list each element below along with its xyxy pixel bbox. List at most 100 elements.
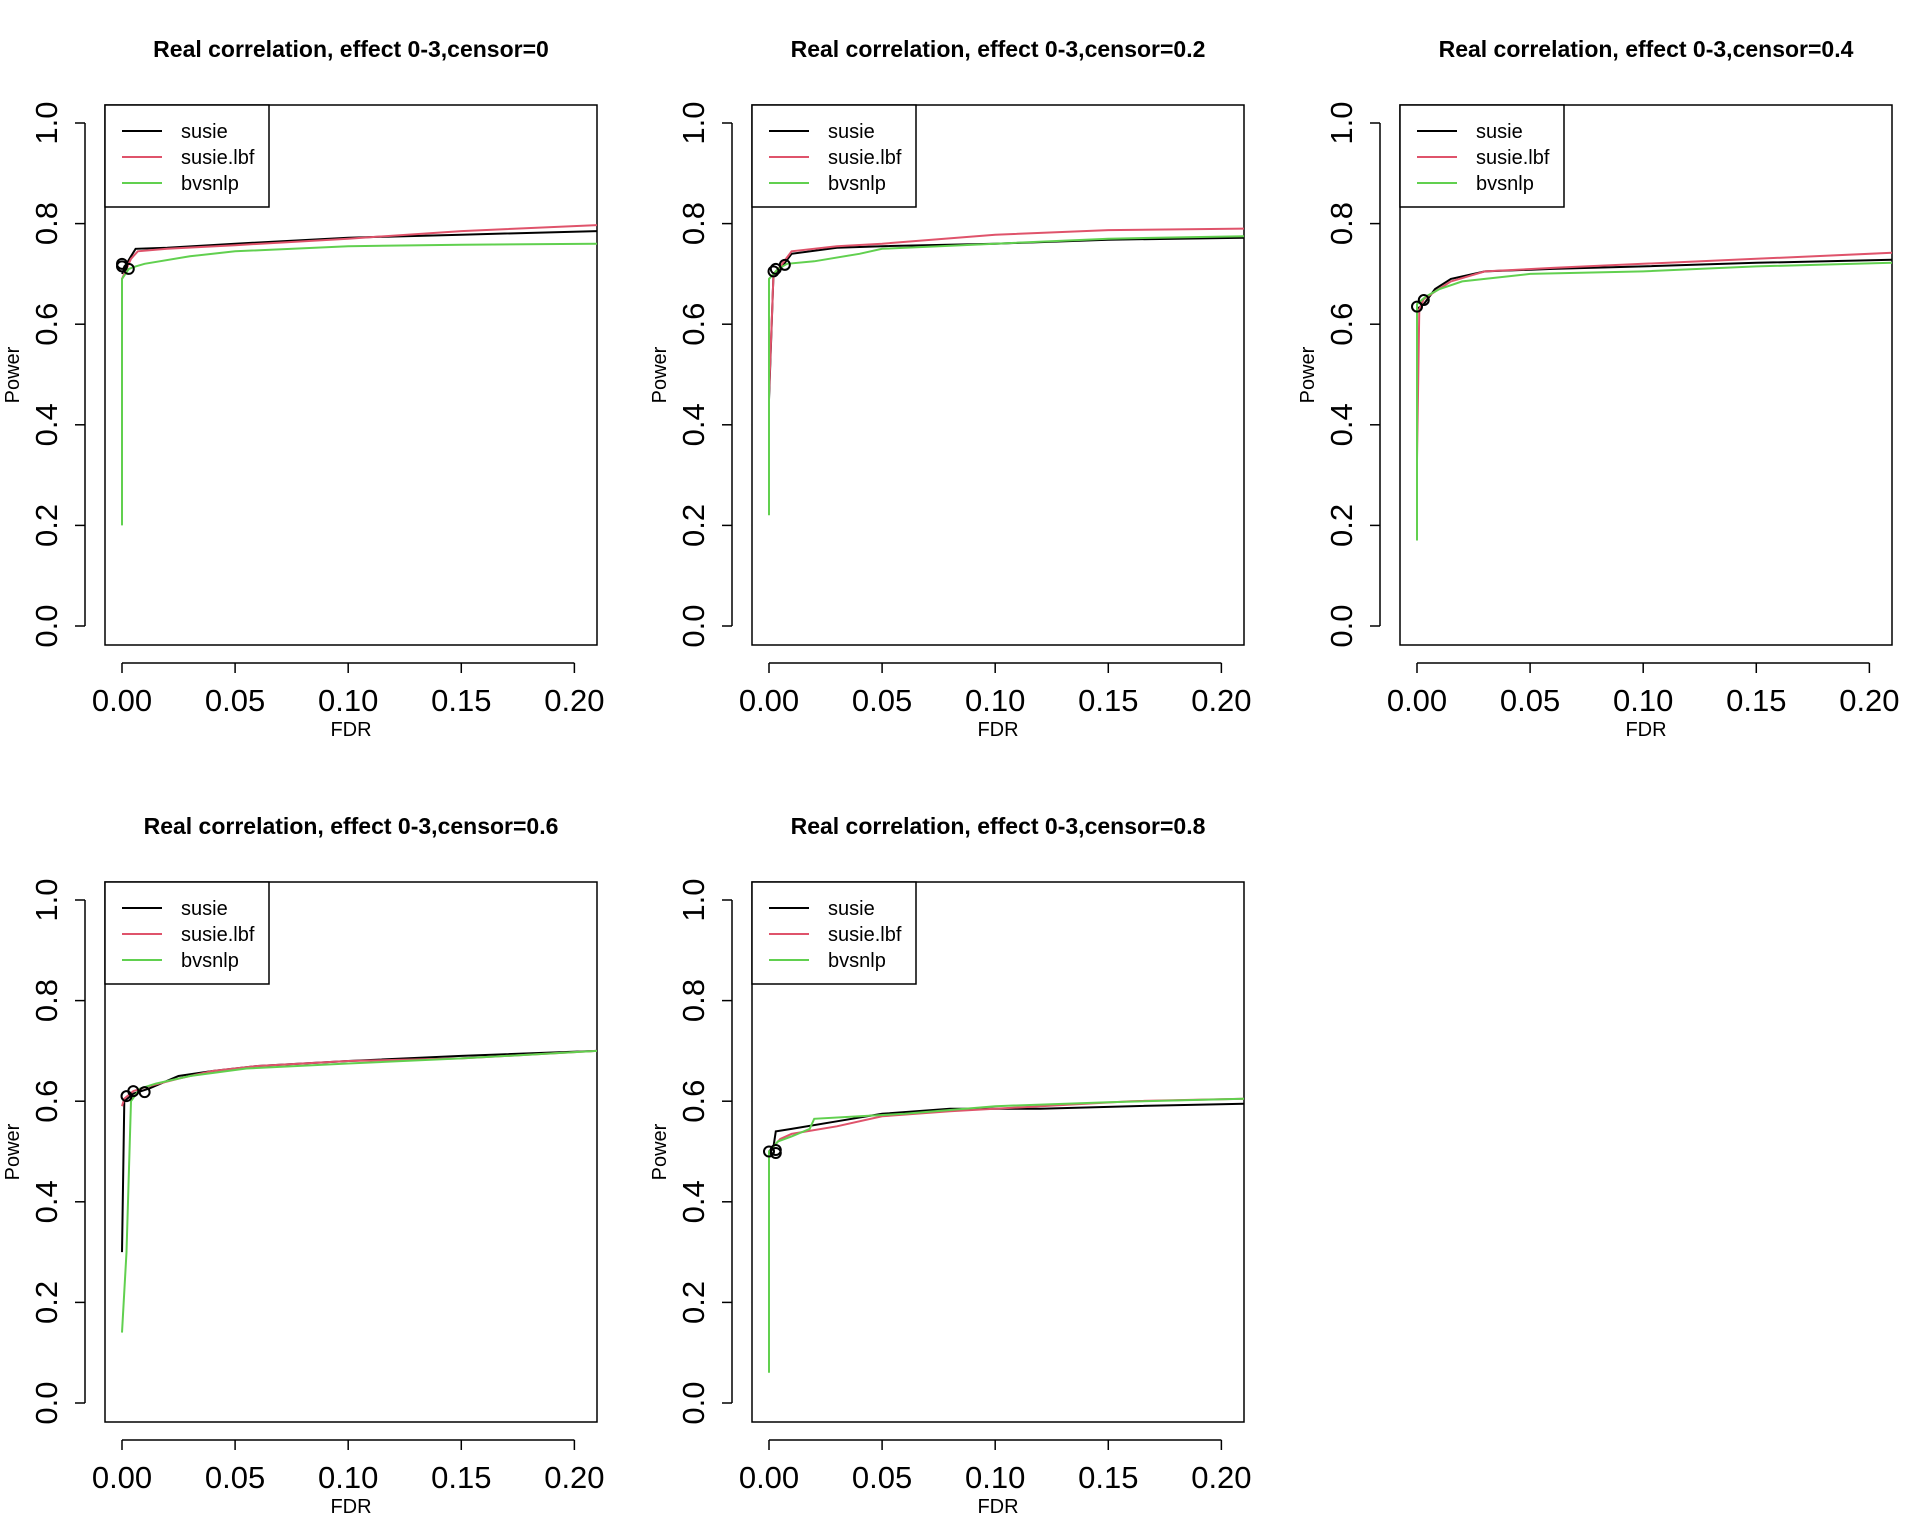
plot-frame [751,104,1245,646]
x-tick-label: 0.00 [92,683,152,718]
x-tick-label: 0.15 [1078,683,1138,718]
y-tick-label: 0.2 [29,504,64,547]
y-axis-label: Power [649,346,671,403]
legend: susie susie.lbf bvsnlp [751,881,917,985]
y-tick-label: 0.2 [1324,504,1359,547]
legend-label: susie.lbf [1476,147,1550,169]
x-axis-label: FDR [977,1496,1018,1518]
chart-panel-3: Real correlation, effect 0-3,censor=0.4 0… [1297,36,1900,741]
y-tick-label: 1.0 [29,101,64,144]
x-tick-label: 0.05 [852,683,912,718]
y-tick-label: 1.0 [676,878,711,921]
chart-title: Real correlation, effect 0-3,censor=0.4 [1439,36,1854,62]
legend-label: bvsnlp [1476,173,1534,195]
y-tick-label: 0.2 [676,504,711,547]
legend: susie susie.lbf bvsnlp [751,104,917,208]
legend-label: susie [181,121,228,143]
y-tick-label: 0.2 [29,1281,64,1324]
legend-label: susie.lbf [181,924,255,946]
chart-panel-5: Real correlation, effect 0-3,censor=0.8 0… [649,813,1252,1518]
chart-panel-1: Real correlation, effect 0-3,censor=0 0.0… [2,36,605,741]
x-tick-label: 0.00 [92,1460,152,1495]
x-tick-label: 0.20 [1191,683,1251,718]
x-tick-label: 0.00 [739,1460,799,1495]
y-tick-label: 1.0 [1324,101,1359,144]
chart-panel-4: Real correlation, effect 0-3,censor=0.6 0… [2,813,605,1518]
y-tick-label: 0.0 [676,1381,711,1424]
y-tick-label: 0.8 [29,202,64,245]
data-point-marker [138,1086,151,1099]
legend: susie susie.lbf bvsnlp [104,881,270,985]
x-axis-label: FDR [1625,719,1666,741]
legend-label: susie [828,898,875,920]
data-point-marker [122,262,135,275]
data-point-marker [769,1147,782,1160]
x-tick-label: 0.15 [1726,683,1786,718]
y-tick-label: 0.0 [1324,604,1359,647]
y-tick-label: 0.8 [676,202,711,245]
legend-label: susie.lbf [828,924,902,946]
x-axis-label: FDR [330,1496,371,1518]
x-tick-label: 0.10 [965,683,1025,718]
x-tick-label: 0.15 [431,1460,491,1495]
legend-label: susie [181,898,228,920]
chart-title: Real correlation, effect 0-3,censor=0.8 [791,813,1206,839]
x-tick-label: 0.05 [1500,683,1560,718]
x-tick-label: 0.05 [852,1460,912,1495]
y-tick-label: 0.8 [676,979,711,1022]
plot-frame [751,881,1245,1423]
y-tick-label: 0.4 [676,1180,711,1223]
y-tick-label: 0.0 [676,604,711,647]
y-tick-label: 0.0 [29,1381,64,1424]
plot-frame [104,104,598,646]
legend: susie susie.lbf bvsnlp [104,104,270,208]
x-tick-label: 0.10 [965,1460,1025,1495]
y-tick-label: 0.0 [29,604,64,647]
legend: susie susie.lbf bvsnlp [1399,104,1565,208]
series-line-bvsnlp [768,235,1244,516]
x-axis-label: FDR [977,719,1018,741]
y-tick-label: 1.0 [29,878,64,921]
legend-label: bvsnlp [181,950,239,972]
y-tick-label: 0.4 [676,403,711,446]
series-line-bvsnlp [121,1049,597,1333]
y-tick-label: 0.6 [1324,303,1359,346]
series-line-susie [768,1102,1244,1153]
series-line-bvsnlp [768,1097,1244,1373]
series-line-bvsnlp [1416,261,1892,541]
series-line-susie-lbf [121,1049,597,1107]
x-tick-label: 0.00 [739,683,799,718]
y-axis-label: Power [649,1123,671,1180]
legend-label: bvsnlp [828,173,886,195]
x-tick-label: 0.20 [1839,683,1899,718]
series-line-bvsnlp [121,242,597,526]
series-line-susie [121,1049,597,1253]
legend-label: susie [1476,121,1523,143]
data-point-marker [763,1145,775,1158]
data-point-marker [116,260,128,273]
x-tick-label: 0.20 [544,1460,604,1495]
chart-title: Real correlation, effect 0-3,censor=0.2 [791,36,1206,62]
x-tick-label: 0.10 [318,1460,378,1495]
y-tick-label: 1.0 [676,101,711,144]
x-tick-label: 0.20 [544,683,604,718]
x-tick-label: 0.05 [205,1460,265,1495]
legend-label: susie [828,121,875,143]
series-line-susie-lbf [768,227,1244,395]
data-point-marker [767,265,780,278]
x-tick-label: 0.05 [205,683,265,718]
x-tick-label: 0.15 [431,683,491,718]
y-axis-label: Power [2,1123,24,1180]
legend-label: susie.lbf [181,147,255,169]
series-line-susie [1416,258,1892,310]
x-tick-label: 0.10 [318,683,378,718]
data-point-marker [127,1085,140,1098]
x-tick-label: 0.00 [1387,683,1447,718]
y-tick-label: 0.4 [29,403,64,446]
y-tick-label: 0.6 [29,303,64,346]
plot-frame [1399,104,1893,646]
x-axis-label: FDR [330,719,371,741]
data-point-marker [778,258,791,271]
series-line-susie-lbf [1416,251,1892,461]
